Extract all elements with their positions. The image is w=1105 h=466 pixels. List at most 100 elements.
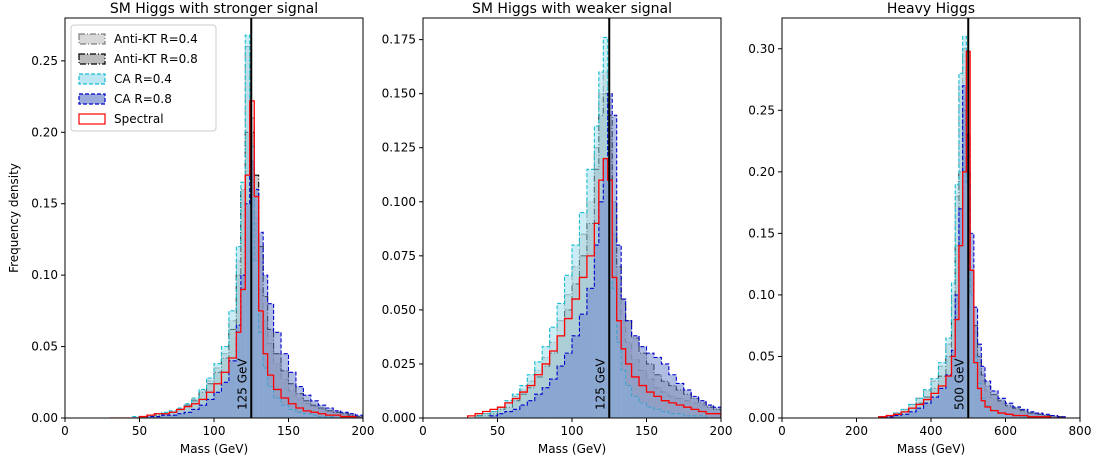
histogram-bar bbox=[154, 413, 162, 418]
chart-panel-2: 125 GeV 0 50 100 150 200 0.000 0.025 0.050 0.075 0… bbox=[382, 1, 733, 456]
x-tick-label: 50 bbox=[132, 424, 147, 438]
y-tick-label: 0.025 bbox=[382, 357, 416, 371]
histogram-bar bbox=[263, 275, 268, 418]
histogram-bar bbox=[497, 407, 505, 418]
histogram-outline bbox=[467, 93, 721, 418]
histogram-bar bbox=[1020, 409, 1028, 418]
y-tick-label: 0.10 bbox=[748, 288, 775, 302]
histogram-bar bbox=[161, 415, 170, 418]
x-tick-label: 600 bbox=[994, 424, 1017, 438]
series-spectral bbox=[109, 100, 363, 418]
histogram-bar bbox=[206, 378, 214, 418]
histogram-bar bbox=[923, 403, 931, 418]
histogram-bar bbox=[348, 413, 356, 418]
histogram-bar bbox=[512, 409, 520, 418]
y-tick-label: 0.15 bbox=[748, 226, 775, 240]
histogram-bar bbox=[497, 413, 505, 418]
legend-label: Spectral bbox=[114, 112, 164, 126]
x-axis-label: Mass (GeV) bbox=[897, 442, 965, 456]
legend: Anti-KT R=0.4 Anti-KT R=0.8 CA R=0.4 CA R=0… bbox=[70, 24, 217, 132]
histogram-bar bbox=[519, 385, 528, 418]
legend-swatch bbox=[78, 93, 106, 105]
y-tick-label: 0.10 bbox=[31, 268, 58, 282]
histogram-bar bbox=[1005, 403, 1013, 418]
histogram-bar bbox=[199, 389, 207, 418]
histogram-bar bbox=[267, 303, 274, 418]
histogram-bar bbox=[683, 389, 692, 418]
histogram-bar bbox=[169, 410, 177, 418]
histogram-bar bbox=[955, 294, 959, 418]
histogram-bar bbox=[661, 363, 669, 418]
histogram-bar bbox=[504, 411, 513, 418]
y-tick-label: 0.25 bbox=[31, 54, 58, 68]
histogram-bar bbox=[318, 405, 326, 418]
x-tick-label: 200 bbox=[710, 424, 733, 438]
histogram-bar bbox=[603, 158, 608, 418]
histogram-bar bbox=[482, 413, 491, 418]
histogram-bar bbox=[713, 407, 721, 418]
series-ca-r-0-8 bbox=[878, 85, 1066, 418]
histogram-bar bbox=[698, 400, 707, 418]
histogram-bar bbox=[886, 416, 894, 418]
histogram-bar bbox=[594, 245, 599, 418]
histogram-bar bbox=[557, 303, 565, 418]
histogram-bar bbox=[951, 350, 956, 418]
histogram-bar bbox=[527, 374, 535, 418]
series-spectral bbox=[467, 157, 721, 418]
histogram-bar bbox=[527, 400, 535, 418]
y-tick-label: 0.00 bbox=[31, 411, 58, 425]
histogram-bar bbox=[1012, 406, 1021, 418]
x-tick-label: 0 bbox=[419, 424, 427, 438]
histogram-bar bbox=[254, 189, 259, 418]
histogram-bar bbox=[908, 404, 917, 418]
histogram-bar bbox=[139, 416, 147, 418]
histogram-bar bbox=[258, 232, 264, 418]
histogram-bar bbox=[962, 85, 967, 418]
histogram-bar bbox=[572, 335, 580, 418]
y-tick-label: 0.00 bbox=[748, 411, 775, 425]
chart-title: Heavy Higgs bbox=[887, 1, 975, 17]
y-tick-label: 0.100 bbox=[382, 195, 416, 209]
histogram-bar bbox=[281, 353, 289, 418]
histogram-bar bbox=[625, 320, 632, 418]
histogram-bar bbox=[245, 203, 250, 418]
plot-frame bbox=[781, 17, 1081, 419]
y-tick-label: 0.15 bbox=[31, 197, 58, 211]
reference-line-label: 125 GeV bbox=[593, 358, 607, 410]
histogram-bar bbox=[295, 386, 304, 418]
histogram-bar bbox=[598, 201, 604, 418]
histogram-bar bbox=[214, 392, 222, 418]
histogram-bar bbox=[273, 332, 282, 418]
histogram-bar bbox=[542, 387, 550, 418]
histogram-bar bbox=[512, 394, 520, 418]
histogram-outline bbox=[878, 50, 1066, 418]
histogram-bar bbox=[938, 388, 946, 418]
legend-box bbox=[70, 24, 217, 132]
histogram-bar bbox=[557, 366, 565, 418]
histogram-bar bbox=[340, 412, 349, 418]
y-tick-label: 0.25 bbox=[748, 103, 775, 117]
histogram-bar bbox=[639, 346, 647, 418]
y-tick-label: 0.125 bbox=[382, 141, 416, 155]
chart-title: SM Higgs with stronger signal bbox=[110, 1, 318, 17]
plot-area bbox=[878, 35, 1066, 418]
histogram-bar bbox=[169, 415, 177, 418]
histogram-bar bbox=[901, 414, 909, 418]
histogram-bar bbox=[214, 363, 222, 418]
histogram-bar bbox=[549, 327, 558, 418]
reference-line-label: 125 GeV bbox=[235, 358, 249, 410]
histogram-bar bbox=[893, 415, 902, 418]
y-tick-label: 0.050 bbox=[382, 303, 416, 317]
histogram-bar bbox=[981, 366, 986, 418]
histogram-bar bbox=[236, 325, 241, 418]
histogram-bar bbox=[990, 390, 999, 418]
x-tick-label: 150 bbox=[635, 424, 658, 438]
histogram-bar bbox=[945, 374, 952, 418]
y-tick-label: 0.30 bbox=[748, 42, 775, 56]
x-tick-label: 150 bbox=[277, 424, 300, 438]
x-tick-label: 0 bbox=[778, 424, 786, 438]
chart-title: SM Higgs with weaker signal bbox=[472, 1, 672, 17]
histogram-bar bbox=[475, 415, 483, 418]
legend-swatch bbox=[78, 53, 106, 65]
histogram-outline bbox=[467, 36, 721, 418]
